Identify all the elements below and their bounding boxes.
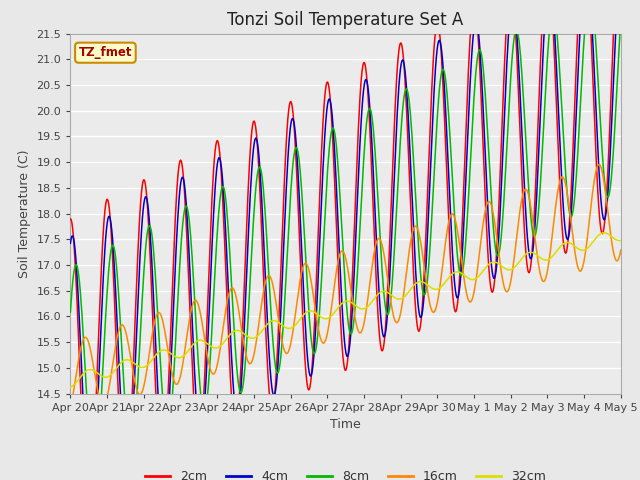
X-axis label: Time: Time bbox=[330, 418, 361, 431]
Title: Tonzi Soil Temperature Set A: Tonzi Soil Temperature Set A bbox=[227, 11, 464, 29]
Legend: 2cm, 4cm, 8cm, 16cm, 32cm: 2cm, 4cm, 8cm, 16cm, 32cm bbox=[140, 465, 551, 480]
Text: TZ_fmet: TZ_fmet bbox=[79, 46, 132, 59]
Y-axis label: Soil Temperature (C): Soil Temperature (C) bbox=[18, 149, 31, 278]
